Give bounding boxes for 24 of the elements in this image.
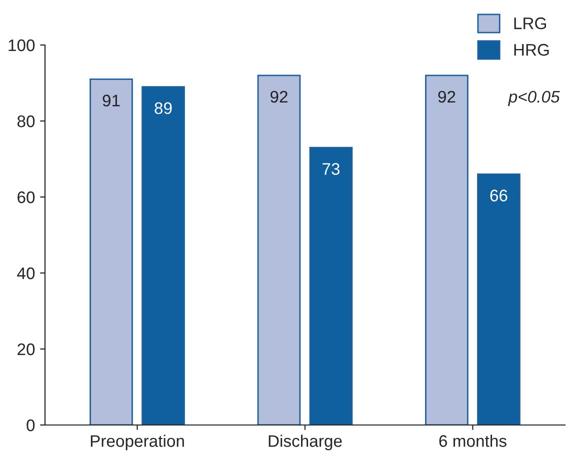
y-tick-label: 40 bbox=[17, 267, 35, 280]
annotation: p<0.05 bbox=[508, 90, 560, 106]
bar bbox=[257, 74, 301, 425]
data-label: 92 bbox=[270, 90, 288, 103]
y-tick-label: 20 bbox=[18, 343, 35, 356]
y-tick-label: 80 bbox=[17, 115, 35, 128]
legend-label: HRG bbox=[514, 44, 549, 56]
data-label: 91 bbox=[102, 94, 120, 106]
legend-label: LRG bbox=[514, 17, 546, 30]
y-tick-label: 100 bbox=[8, 39, 35, 52]
data-label: 73 bbox=[322, 163, 340, 175]
data-label: 92 bbox=[438, 90, 456, 103]
bar bbox=[309, 146, 353, 425]
y-tick-label: 60 bbox=[18, 191, 35, 204]
bar bbox=[142, 86, 185, 425]
data-label: 89 bbox=[154, 102, 172, 114]
x-tick-label: Preoperation bbox=[90, 434, 184, 450]
data-label: 66 bbox=[490, 190, 508, 202]
y-tick-label: 0 bbox=[26, 419, 35, 432]
x-tick-label: Discharge bbox=[268, 434, 342, 450]
bar bbox=[425, 74, 468, 425]
bar bbox=[477, 174, 520, 425]
x-tick-label: 6 months bbox=[439, 434, 506, 447]
bar bbox=[90, 78, 133, 425]
